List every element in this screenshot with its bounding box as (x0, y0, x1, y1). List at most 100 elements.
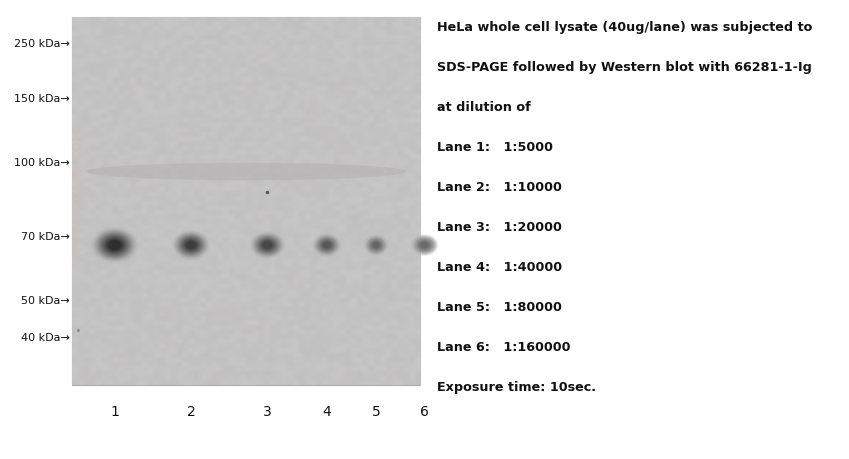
Ellipse shape (372, 242, 380, 249)
Ellipse shape (419, 241, 430, 250)
Text: Lane 3:   1:20000: Lane 3: 1:20000 (437, 220, 562, 233)
Ellipse shape (323, 242, 331, 249)
Ellipse shape (181, 238, 201, 253)
Ellipse shape (93, 229, 136, 262)
Ellipse shape (316, 237, 338, 254)
Ellipse shape (98, 233, 131, 258)
Ellipse shape (419, 242, 430, 249)
Text: 5: 5 (372, 404, 380, 418)
Ellipse shape (263, 242, 272, 249)
Ellipse shape (317, 237, 337, 254)
Ellipse shape (93, 229, 137, 263)
Ellipse shape (255, 236, 280, 255)
Ellipse shape (106, 239, 123, 252)
Ellipse shape (366, 237, 386, 254)
Ellipse shape (177, 234, 205, 257)
Ellipse shape (315, 236, 339, 255)
Text: 50 kDa→: 50 kDa→ (21, 296, 70, 306)
Ellipse shape (419, 241, 430, 250)
Ellipse shape (369, 240, 383, 252)
Ellipse shape (172, 231, 210, 261)
Ellipse shape (186, 241, 196, 250)
Ellipse shape (253, 235, 282, 257)
Ellipse shape (415, 238, 434, 253)
Text: Lane 6:   1:160000: Lane 6: 1:160000 (437, 340, 571, 353)
Ellipse shape (185, 241, 197, 250)
Ellipse shape (413, 236, 436, 255)
Text: 70 kDa→: 70 kDa→ (20, 231, 70, 241)
Ellipse shape (180, 237, 202, 254)
Ellipse shape (415, 238, 434, 253)
Ellipse shape (184, 241, 198, 251)
Ellipse shape (364, 235, 388, 256)
Ellipse shape (100, 234, 129, 257)
Ellipse shape (254, 235, 281, 256)
Ellipse shape (411, 235, 438, 256)
Ellipse shape (171, 230, 211, 261)
Ellipse shape (413, 237, 436, 254)
Ellipse shape (97, 232, 132, 259)
Ellipse shape (102, 236, 127, 255)
Ellipse shape (95, 231, 134, 260)
Ellipse shape (250, 232, 285, 259)
Text: SDS-PAGE followed by Western blot with 66281-1-Ig: SDS-PAGE followed by Western blot with 6… (437, 61, 812, 73)
Text: 6: 6 (420, 404, 429, 418)
Ellipse shape (91, 228, 138, 263)
Ellipse shape (366, 236, 386, 255)
Ellipse shape (417, 240, 432, 252)
Ellipse shape (313, 235, 340, 257)
Ellipse shape (107, 240, 122, 251)
Ellipse shape (90, 227, 139, 264)
Ellipse shape (312, 233, 341, 258)
Ellipse shape (373, 242, 380, 249)
Ellipse shape (418, 241, 431, 251)
Text: HeLa whole cell lysate (40ug/lane) was subjected to: HeLa whole cell lysate (40ug/lane) was s… (437, 21, 812, 34)
Ellipse shape (251, 233, 284, 258)
Ellipse shape (86, 163, 407, 181)
Ellipse shape (371, 241, 381, 250)
Ellipse shape (260, 240, 275, 252)
Ellipse shape (412, 235, 437, 256)
Ellipse shape (104, 238, 125, 253)
Text: 1: 1 (110, 404, 119, 418)
Text: at dilution of: at dilution of (437, 101, 531, 113)
Ellipse shape (368, 238, 385, 253)
Bar (72, 18, 420, 386)
Ellipse shape (101, 235, 128, 256)
Ellipse shape (320, 240, 334, 251)
Text: WWW.PTGLAB.COM: WWW.PTGLAB.COM (71, 128, 85, 257)
Ellipse shape (183, 240, 199, 252)
Ellipse shape (318, 238, 336, 253)
Ellipse shape (323, 242, 330, 249)
Text: Exposure time: 10sec.: Exposure time: 10sec. (437, 380, 596, 393)
Ellipse shape (367, 237, 385, 254)
Text: Lane 1:   1:5000: Lane 1: 1:5000 (437, 140, 554, 153)
Ellipse shape (173, 231, 209, 260)
Ellipse shape (257, 238, 278, 253)
Text: Lane 5:   1:80000: Lane 5: 1:80000 (437, 300, 562, 313)
Ellipse shape (368, 239, 384, 252)
Ellipse shape (109, 241, 121, 250)
Text: 100 kDa→: 100 kDa→ (14, 158, 70, 168)
Ellipse shape (369, 240, 383, 251)
Ellipse shape (365, 236, 387, 255)
Text: 3: 3 (263, 404, 272, 418)
Ellipse shape (368, 238, 385, 253)
Ellipse shape (256, 236, 279, 255)
Ellipse shape (373, 243, 380, 248)
Ellipse shape (416, 239, 433, 252)
Ellipse shape (98, 233, 132, 258)
Ellipse shape (371, 241, 381, 250)
Ellipse shape (262, 241, 273, 250)
Ellipse shape (319, 239, 335, 252)
Ellipse shape (105, 238, 124, 253)
Ellipse shape (321, 241, 333, 250)
Ellipse shape (312, 234, 341, 257)
Text: 40 kDa→: 40 kDa→ (20, 332, 70, 342)
Ellipse shape (321, 241, 333, 251)
Ellipse shape (410, 235, 438, 257)
Ellipse shape (314, 235, 340, 256)
Ellipse shape (259, 239, 276, 252)
Ellipse shape (315, 235, 339, 256)
Ellipse shape (183, 239, 200, 252)
